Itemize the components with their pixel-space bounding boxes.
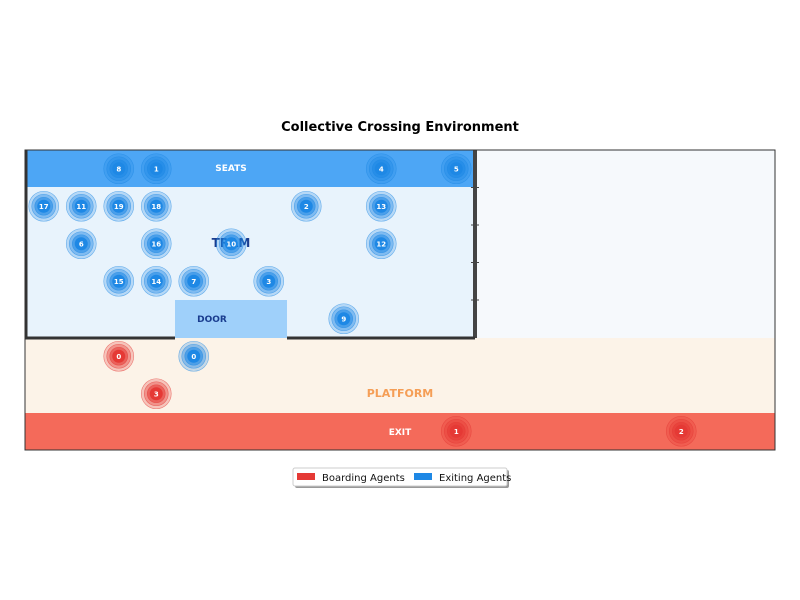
agent-marker <box>112 162 126 176</box>
legend-exiting-label: Exiting Agents <box>439 473 511 484</box>
agent-marker <box>149 199 163 213</box>
boarding-agent-3: 3 <box>140 378 172 410</box>
agent-id-label: 5 <box>454 165 459 173</box>
agent-id-label: 1 <box>154 165 159 173</box>
agent-id-label: 19 <box>114 203 124 211</box>
agent-marker <box>37 199 51 213</box>
agent-marker <box>337 312 351 326</box>
exiting-agent-5: 5 <box>440 153 472 185</box>
exiting-agent-19: 19 <box>103 190 135 222</box>
agent-marker <box>149 162 163 176</box>
agent-id-label: 3 <box>266 278 271 286</box>
agent-marker <box>224 237 238 251</box>
grid-area: SEATS TRAM DOOR PLATFORM EXIT 8145171119… <box>24 149 776 451</box>
agent-id-label: 9 <box>341 315 346 323</box>
exiting-agent-18: 18 <box>140 190 172 222</box>
agent-marker <box>449 424 463 438</box>
agent-marker <box>149 237 163 251</box>
agent-id-label: 8 <box>116 165 121 173</box>
agent-id-label: 16 <box>151 240 161 248</box>
tram-wall-ticks <box>471 187 479 301</box>
agent-id-label: 12 <box>376 240 386 248</box>
boarding-agent-1: 1 <box>440 415 472 447</box>
door-area <box>175 300 287 338</box>
exit-area <box>25 413 775 450</box>
boarding-agent-2: 2 <box>665 415 697 447</box>
exiting-agent-10: 10 <box>215 228 247 260</box>
exiting-agent-15: 15 <box>103 265 135 297</box>
exiting-agent-16: 16 <box>140 228 172 260</box>
agent-id-label: 15 <box>114 278 124 286</box>
exiting-agent-8: 8 <box>103 153 135 185</box>
agent-id-label: 4 <box>379 165 384 173</box>
boarding-agent-0: 0 <box>103 340 135 372</box>
agent-marker <box>374 162 388 176</box>
exiting-agent-6: 6 <box>65 228 97 260</box>
exiting-agent-17: 17 <box>28 190 60 222</box>
agent-marker <box>74 199 88 213</box>
seats-area <box>25 150 475 187</box>
exiting-agent-0: 0 <box>178 340 210 372</box>
exiting-agent-14: 14 <box>140 265 172 297</box>
agent-id-label: 7 <box>191 278 196 286</box>
exiting-agent-9: 9 <box>328 303 360 335</box>
grid-frame <box>24 149 776 451</box>
agent-marker <box>149 387 163 401</box>
legend-exiting-swatch <box>414 473 432 480</box>
exiting-agent-4: 4 <box>365 153 397 185</box>
agent-id-label: 6 <box>79 240 84 248</box>
agent-id-label: 0 <box>191 353 196 361</box>
agent-marker <box>374 199 388 213</box>
seats-label: SEATS <box>215 164 247 174</box>
exiting-agent-2: 2 <box>290 190 322 222</box>
exiting-agent-11: 11 <box>65 190 97 222</box>
agent-marker <box>112 199 126 213</box>
exiting-agent-13: 13 <box>365 190 397 222</box>
agent-marker <box>449 162 463 176</box>
agent-marker <box>187 274 201 288</box>
legend-box <box>292 467 508 487</box>
agent-id-label: 2 <box>304 203 309 211</box>
agent-marker <box>262 274 276 288</box>
agent-id-label: 10 <box>226 240 236 248</box>
agent-marker <box>112 274 126 288</box>
agent-id-label: 2 <box>679 428 684 436</box>
door-label: DOOR <box>197 315 227 325</box>
agent-id-label: 0 <box>116 353 121 361</box>
exiting-agent-7: 7 <box>178 265 210 297</box>
agent-id-label: 18 <box>151 203 161 211</box>
agent-marker <box>112 349 126 363</box>
legend-boarding-label: Boarding Agents <box>322 473 405 484</box>
agent-id-label: 14 <box>151 278 161 286</box>
legend: Boarding Agents Exiting Agents <box>292 467 511 488</box>
agent-marker <box>374 237 388 251</box>
agent-marker <box>674 424 688 438</box>
exiting-agent-12: 12 <box>365 228 397 260</box>
exiting-agent-3: 3 <box>253 265 285 297</box>
platform-label: PLATFORM <box>367 387 434 400</box>
agent-marker <box>187 349 201 363</box>
exit-label: EXIT <box>389 428 412 438</box>
agent-id-label: 13 <box>376 203 386 211</box>
agent-id-label: 11 <box>76 203 86 211</box>
agent-marker <box>149 274 163 288</box>
exiting-agent-1: 1 <box>140 153 172 185</box>
outside-area <box>475 150 775 338</box>
agent-id-label: 3 <box>154 390 159 398</box>
agent-marker <box>74 237 88 251</box>
agent-id-label: 1 <box>454 428 459 436</box>
legend-boarding-swatch <box>297 473 315 480</box>
agent-id-label: 17 <box>39 203 49 211</box>
figure-title: Collective Crossing Environment <box>281 120 519 135</box>
platform-area <box>25 338 775 413</box>
agent-marker <box>299 199 313 213</box>
